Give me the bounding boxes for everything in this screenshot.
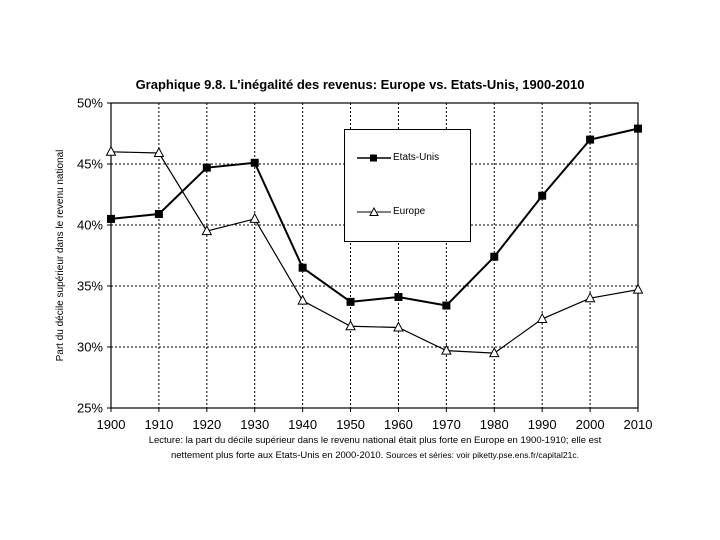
legend: Etats-Unis Europe xyxy=(344,129,471,242)
data-point-etats-unis xyxy=(586,135,595,144)
data-point-europe xyxy=(393,321,404,332)
data-point-etats-unis xyxy=(154,210,163,219)
data-point-europe xyxy=(488,347,500,358)
x-tick-label: 1900 xyxy=(97,417,126,432)
data-point-etats-unis xyxy=(442,301,451,310)
data-point-europe xyxy=(584,292,596,303)
caption: Lecture: la part du décile supérieur dan… xyxy=(140,434,610,463)
open-triangle-icon xyxy=(357,206,391,216)
legend-label-etats-unis: Etats-Unis xyxy=(393,152,440,163)
x-tick-label: 1930 xyxy=(240,417,269,432)
series-line-europe xyxy=(110,151,639,354)
plot-area xyxy=(110,102,639,409)
x-axis-ticks: 1900 1910 1920 1930 1940 1950 1960 1970 1980 1990… xyxy=(97,408,653,432)
data-point-europe xyxy=(536,312,548,323)
x-tick-label: 1960 xyxy=(384,417,413,432)
data-point-europe xyxy=(201,225,213,236)
data-point-etats-unis xyxy=(107,214,115,223)
data-point-etats-unis xyxy=(538,191,547,200)
data-point-etats-unis xyxy=(298,263,307,272)
y-axis-label: Part du décile supérieur dans le revenu … xyxy=(55,150,66,362)
x-tick-label: 1940 xyxy=(288,417,317,432)
caption-reading-note: Lecture: la part du décile supérieur dan… xyxy=(148,435,602,461)
chart-title: Graphique 9.8. L'inégalité des revenus: … xyxy=(135,77,585,92)
x-tick-label: 2000 xyxy=(576,417,605,432)
filled-square-icon xyxy=(357,154,391,161)
legend-item-etats-unis: Etats-Unis xyxy=(357,152,439,163)
data-point-etats-unis xyxy=(202,163,211,172)
y-tick-label: 45% xyxy=(77,157,103,172)
y-tick-label: 35% xyxy=(77,279,103,294)
series-line-etats-unis xyxy=(110,127,639,307)
data-point-etats-unis xyxy=(250,158,259,167)
y-axis-ticks: 25% 30% 35% 40% 45% 50% xyxy=(77,96,111,416)
data-point-etats-unis xyxy=(346,297,355,306)
legend-label-europe: Europe xyxy=(393,206,426,217)
x-tick-label: 1920 xyxy=(192,417,221,432)
x-tick-label: 2010 xyxy=(624,417,653,432)
y-tick-label: 25% xyxy=(77,401,103,416)
caption-sources: Sources et séries: voir piketty.pse.ens.… xyxy=(385,450,579,460)
data-point-europe xyxy=(105,145,117,156)
data-point-europe xyxy=(441,344,452,355)
y-tick-label: 40% xyxy=(77,218,103,233)
legend-item-europe: Europe xyxy=(357,206,425,217)
series-lines xyxy=(105,124,644,358)
x-tick-label: 1990 xyxy=(528,417,557,432)
x-tick-label: 1950 xyxy=(336,417,365,432)
data-point-etats-unis xyxy=(394,292,403,301)
x-tick-label: 1910 xyxy=(144,417,173,432)
data-point-europe xyxy=(297,294,308,305)
data-point-etats-unis xyxy=(634,124,642,133)
data-point-europe xyxy=(632,283,644,294)
data-point-europe xyxy=(249,212,261,223)
data-point-europe xyxy=(153,146,165,158)
data-point-etats-unis xyxy=(490,252,499,261)
y-tick-label: 50% xyxy=(77,96,103,111)
data-point-europe xyxy=(345,320,356,331)
x-tick-label: 1980 xyxy=(480,417,509,432)
x-tick-label: 1970 xyxy=(432,417,461,432)
y-tick-label: 30% xyxy=(77,340,103,355)
